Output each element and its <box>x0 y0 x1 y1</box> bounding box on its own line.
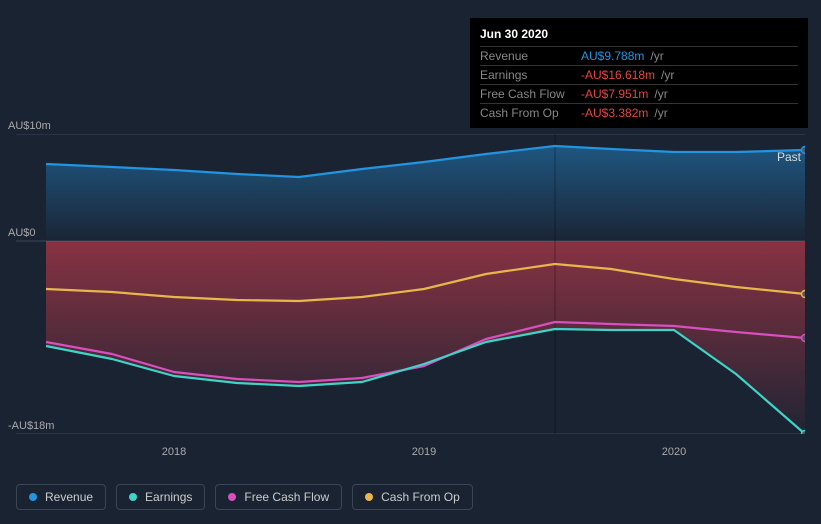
tooltip-row: Earnings -AU$16.618m/yr <box>480 65 798 84</box>
tooltip-row: Cash From Op -AU$3.382m/yr <box>480 103 798 122</box>
tooltip-label: Earnings <box>480 68 575 82</box>
tooltip-label: Free Cash Flow <box>480 87 575 101</box>
tooltip-row: Free Cash Flow -AU$7.951m/yr <box>480 84 798 103</box>
y-axis-label: AU$10m <box>8 120 51 132</box>
tooltip-value: -AU$16.618m <box>581 68 655 82</box>
legend: Revenue Earnings Free Cash Flow Cash From O… <box>16 484 473 510</box>
tooltip-unit: /yr <box>654 87 667 101</box>
past-label: Past <box>777 150 801 164</box>
legend-item[interactable]: Free Cash Flow <box>215 484 342 510</box>
legend-dot-icon <box>129 493 137 501</box>
legend-item[interactable]: Cash From Op <box>352 484 473 510</box>
y-axis-label: -AU$18m <box>8 420 54 432</box>
tooltip-value: AU$9.788m <box>581 49 644 63</box>
tooltip-unit: /yr <box>661 68 674 82</box>
tooltip-unit: /yr <box>654 106 667 120</box>
tooltip-unit: /yr <box>650 49 663 63</box>
financials-chart <box>16 134 805 434</box>
y-axis-label: AU$0 <box>8 227 36 239</box>
x-axis-label: 2020 <box>662 446 686 458</box>
tooltip-label: Cash From Op <box>480 106 575 120</box>
legend-dot-icon <box>228 493 236 501</box>
tooltip-value: -AU$7.951m <box>581 87 648 101</box>
tooltip-value: -AU$3.382m <box>581 106 648 120</box>
chart-area: AU$10m AU$0 -AU$18m 2018 2019 2020 Past <box>0 120 821 470</box>
x-axis-label: 2019 <box>412 446 436 458</box>
legend-dot-icon <box>365 493 373 501</box>
legend-label: Revenue <box>45 490 93 504</box>
chart-tooltip: Jun 30 2020 RevenueAU$9.788m/yrEarnings-… <box>470 18 808 128</box>
tooltip-row: Revenue AU$9.788m/yr <box>480 46 798 65</box>
legend-label: Cash From Op <box>381 490 460 504</box>
legend-label: Free Cash Flow <box>244 490 329 504</box>
legend-item[interactable]: Revenue <box>16 484 106 510</box>
tooltip-label: Revenue <box>480 49 575 63</box>
x-axis-label: 2018 <box>162 446 186 458</box>
legend-dot-icon <box>29 493 37 501</box>
legend-label: Earnings <box>145 490 192 504</box>
tooltip-date: Jun 30 2020 <box>480 24 798 46</box>
legend-item[interactable]: Earnings <box>116 484 205 510</box>
